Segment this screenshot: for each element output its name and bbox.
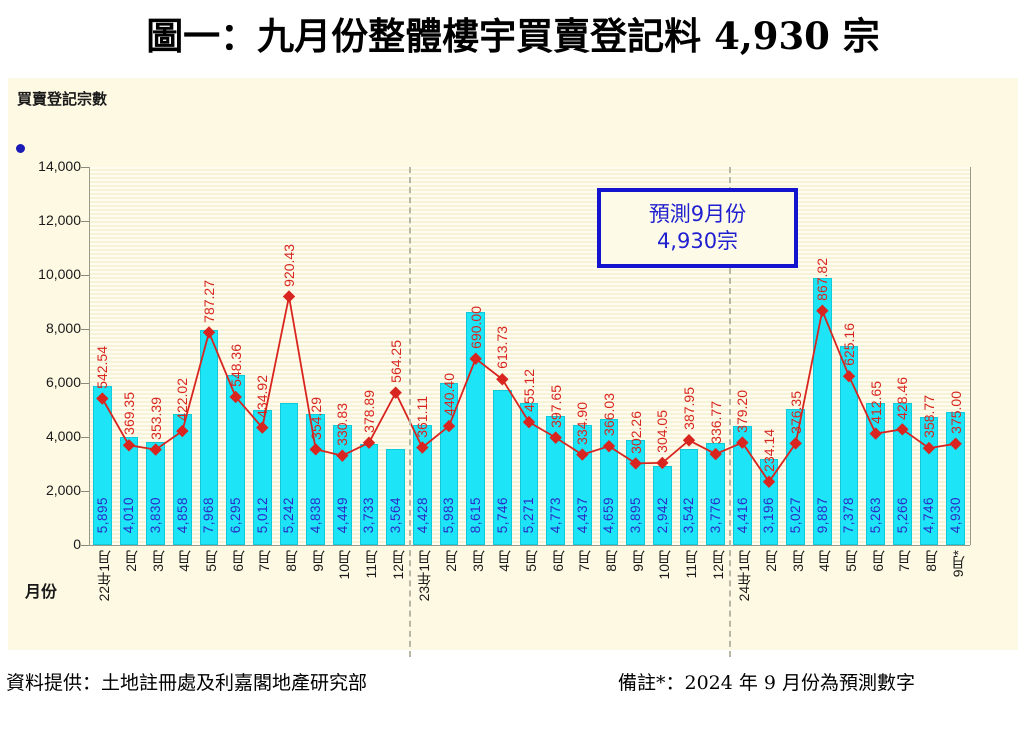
x-tick-label: 3月: [149, 550, 166, 572]
x-tick-label: 8月: [923, 550, 939, 572]
line-value-label: 690.00: [467, 305, 484, 349]
x-tick-label: 22年1月: [96, 550, 113, 602]
y-tick-mark: [81, 437, 89, 438]
line-value-label: 434.92: [254, 374, 271, 418]
line-value-label: 412.65: [867, 380, 884, 424]
page-title: 圖一：九月份整體樓宇買賣登記料 4,930 宗: [146, 14, 880, 58]
line-value-label: 440.40: [441, 373, 457, 417]
y-tick-label: 10,000: [38, 266, 81, 282]
x-tick-label: 8月: [603, 550, 619, 572]
x-tick-label: 5月: [203, 550, 219, 572]
x-tick-label: 6月: [229, 550, 246, 572]
x-tick-label: 6月: [869, 550, 886, 572]
chart-panel: 買賣登記宗數 14,000 12,000 10,000 8,000 6,000 4,000…: [8, 78, 1018, 657]
y-tick-label: 2,000: [45, 482, 81, 498]
y-tick-label: 0: [73, 536, 81, 552]
x-tick-label: 24年1月: [736, 550, 753, 602]
line-value-label: 542.54: [94, 345, 111, 389]
y-tick-mark: [81, 167, 89, 168]
x-tick-label: 5月: [523, 550, 539, 572]
y-tick-mark: [81, 275, 89, 276]
line-value-label: 613.73: [494, 326, 511, 370]
line-value-label: 376.35: [787, 390, 804, 434]
line-value-label: 358.77: [921, 395, 937, 439]
line-value-label: 625.16: [841, 323, 857, 367]
x-tick-label: 12月: [709, 550, 726, 580]
line-value-label: 397.65: [547, 384, 564, 428]
x-tick-label: 9月*: [949, 550, 966, 578]
line-value-labels: 542.54 369.35 353.39 422.02 787.27 548.36 434.…: [89, 167, 969, 545]
line-value-label: 304.05: [654, 410, 671, 453]
line-value-label: 336.77: [707, 401, 724, 445]
x-tick-label: 11月: [683, 550, 699, 579]
footer-source: 資料提供：土地註冊處及利嘉閣地產研究部: [6, 672, 368, 694]
x-tick-label: 3月: [469, 550, 486, 572]
line-value-label: 334.90: [574, 401, 591, 445]
line-value-label: 387.95: [681, 387, 697, 431]
callout-line-1: 預測9月份: [648, 202, 747, 227]
y-tick-label: 8,000: [45, 320, 81, 336]
footer-note: 備註*：2024 年 9 月份為預測數字: [618, 672, 916, 694]
x-tick-label: 2月: [123, 550, 139, 572]
line-value-label: 787.27: [201, 279, 217, 323]
year-divider: [729, 167, 731, 657]
line-value-label: 369.35: [121, 392, 137, 436]
x-tick-label: 4月: [176, 550, 193, 572]
x-tick-label: 9月: [629, 550, 646, 572]
line-value-label: 302.26: [627, 410, 644, 454]
y-tick-mark: [81, 221, 89, 222]
x-tick-label: 7月: [256, 550, 273, 572]
x-tick-label: 2月: [443, 550, 459, 572]
x-tick-label: 23年1月: [416, 550, 433, 602]
x-tick-label: 4月: [496, 550, 513, 572]
x-tick-label: 7月: [576, 550, 593, 572]
y-tick-label: 4,000: [45, 428, 81, 444]
x-tick-label: 6月: [549, 550, 566, 572]
x-tick-label: 11月: [363, 550, 379, 579]
x-tick-label: 2月: [763, 550, 779, 572]
line-value-label: 920.43: [281, 243, 297, 287]
x-tick-label: 12月: [389, 550, 406, 580]
line-value-label: 330.83: [334, 402, 351, 446]
x-tick-label: 3月: [789, 550, 806, 572]
x-tick-label: 4月: [816, 550, 833, 572]
line-value-label: 234.14: [761, 428, 777, 472]
line-value-label: 422.02: [174, 378, 191, 422]
x-tick-label: 8月: [283, 550, 299, 572]
line-value-label: 564.25: [387, 339, 404, 383]
line-value-label: 867.82: [814, 257, 831, 301]
y-tick-label: 14,000: [38, 158, 81, 174]
x-tick-label: 10月: [656, 550, 673, 580]
x-axis-title: 月份: [25, 582, 58, 601]
y-tick-mark: [81, 491, 89, 492]
line-value-label: 361.11: [414, 395, 431, 438]
x-tick-label: 7月: [896, 550, 913, 572]
y-tick-label: 12,000: [38, 212, 81, 228]
line-value-label: 428.46: [894, 376, 911, 420]
line-value-label: 366.03: [601, 393, 617, 437]
callout-line-2: 4,930宗: [656, 229, 739, 253]
line-value-label: 548.36: [227, 344, 244, 387]
y-tick-mark: [81, 383, 89, 384]
line-value-label: 354.29: [307, 396, 324, 440]
y-tick-label: 6,000: [45, 374, 81, 390]
x-tick-label: 9月: [309, 550, 326, 572]
line-value-label: 379.20: [734, 389, 751, 433]
x-axis-tick-labels: 22年1月 2月 3月 4月 5月 6月 7月 8月 9月 10月 11月 12月 23年1月 2月 3月 4…: [89, 548, 969, 653]
line-value-label: 353.39: [147, 396, 164, 440]
y-tick-mark: [81, 329, 89, 330]
y-axis-title: 買賣登記宗數: [17, 90, 108, 108]
forecast-callout: 預測9月份 4,930宗: [597, 188, 798, 268]
line-value-label: 375.00: [947, 390, 964, 434]
line-value-label: 378.89: [361, 389, 377, 433]
x-tick-label: 5月: [843, 550, 859, 572]
year-divider: [409, 167, 411, 657]
x-axis-line: [89, 545, 970, 546]
x-tick-label: 10月: [336, 550, 353, 580]
y-tick-mark: [81, 545, 89, 546]
line-value-label: 455.12: [521, 369, 537, 413]
legend-dot-icon: [16, 144, 25, 153]
